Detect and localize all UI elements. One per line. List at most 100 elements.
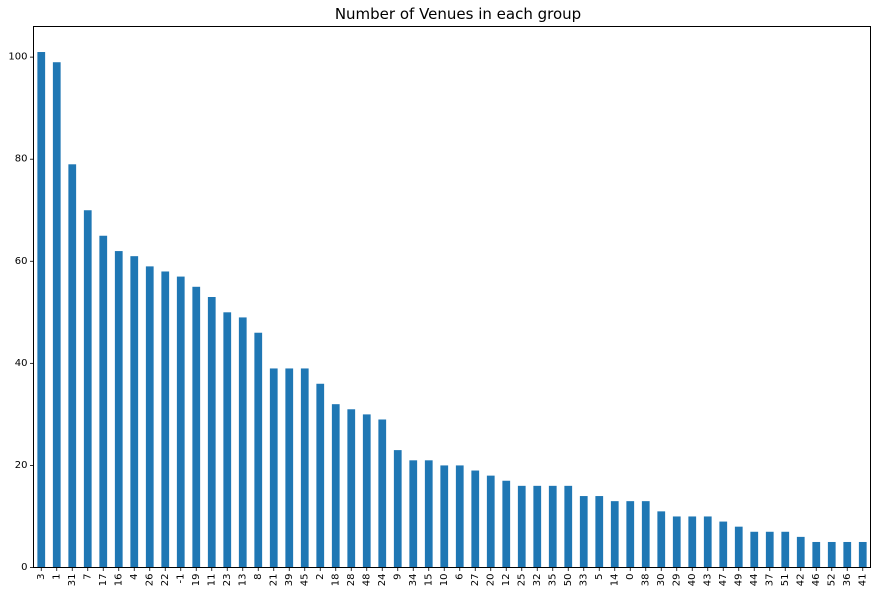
x-tick-label: 14	[609, 574, 620, 587]
bar-7	[83, 210, 92, 568]
x-tick-label: 52	[826, 574, 837, 587]
x-tick-label: 29	[671, 574, 682, 587]
x-tick-label: 13	[237, 574, 248, 587]
y-tick-label: 60	[15, 256, 28, 267]
x-tick-label: 32	[532, 574, 543, 587]
bar-37	[765, 531, 774, 568]
x-tick-label: 4	[129, 574, 140, 580]
bar-12	[502, 480, 511, 568]
x-tick-label: 10	[439, 574, 450, 587]
bar-2	[316, 383, 325, 568]
x-tick-label: 15	[423, 574, 434, 587]
y-tick-label: 80	[15, 154, 28, 165]
x-tick-label: 8	[253, 574, 264, 580]
bar-4	[130, 256, 139, 568]
x-tick-label: 45	[299, 574, 310, 587]
bar-29	[672, 516, 681, 568]
chart-title: Number of Venues in each group	[335, 5, 581, 23]
x-tick-label: 3	[36, 574, 47, 580]
bar-39	[285, 368, 294, 568]
x-tick-label: 37	[764, 574, 775, 587]
bar-8	[254, 332, 263, 568]
bar-27	[471, 470, 480, 568]
bar-21	[269, 368, 278, 568]
bar-28	[347, 409, 356, 568]
bar-5	[595, 496, 604, 568]
bar-3	[37, 52, 46, 568]
x-tick-label: 18	[330, 574, 341, 587]
bar-43	[703, 516, 712, 568]
bar-24	[378, 419, 387, 568]
bar-23	[223, 312, 232, 568]
x-tick-label: 43	[702, 574, 713, 587]
x-tick-label: 50	[563, 574, 574, 587]
x-tick-label: 48	[361, 574, 372, 587]
x-tick-label: 12	[501, 574, 512, 587]
x-tick-label: 9	[392, 574, 403, 580]
bar-47	[719, 521, 728, 568]
bar-10	[440, 465, 449, 568]
x-tick-label: 49	[733, 574, 744, 587]
x-tick-label: 6	[454, 574, 465, 580]
x-tick-label: 19	[191, 574, 202, 587]
x-tick-label: -1	[175, 574, 186, 584]
bar-20	[486, 475, 495, 568]
bar-48	[362, 414, 371, 568]
bar-51	[781, 531, 790, 568]
x-tick-label: 38	[640, 574, 651, 587]
bar-19	[192, 286, 201, 568]
bar-38	[641, 501, 650, 568]
bar-45	[300, 368, 309, 568]
x-tick-label: 1	[51, 574, 62, 580]
x-tick-label: 5	[594, 574, 605, 580]
bar-22	[161, 271, 170, 568]
x-tick-label: 2	[315, 574, 326, 580]
bar-17	[99, 235, 108, 568]
bar--1	[176, 276, 185, 568]
x-tick-label: 35	[547, 574, 558, 587]
y-tick-label: 0	[21, 562, 27, 573]
x-tick-label: 31	[67, 574, 78, 587]
x-tick-label: 11	[206, 574, 217, 587]
bar-33	[579, 496, 588, 568]
bar-14	[610, 501, 619, 568]
x-tick-label: 34	[408, 574, 419, 587]
bar-30	[657, 511, 666, 568]
bar-49	[734, 526, 743, 568]
x-tick-label: 22	[160, 574, 171, 587]
bar-1	[52, 62, 61, 568]
x-tick-label: 40	[687, 574, 698, 587]
x-tick-label: 36	[842, 574, 853, 587]
bar-41	[858, 541, 867, 568]
bar-50	[564, 485, 573, 568]
x-tick-label: 17	[98, 574, 109, 587]
x-tick-label: 26	[144, 574, 155, 587]
x-tick-label: 23	[222, 574, 233, 587]
x-tick-label: 42	[795, 574, 806, 587]
x-tick-label: 47	[718, 574, 729, 587]
bar-9	[393, 450, 402, 568]
bar-32	[533, 485, 542, 568]
x-tick-label: 24	[377, 574, 388, 587]
bar-46	[812, 541, 821, 568]
bar-44	[750, 531, 759, 568]
y-tick-label: 40	[15, 358, 28, 369]
bar-15	[424, 460, 433, 568]
bar-34	[409, 460, 418, 568]
bar-35	[548, 485, 557, 568]
x-tick-label: 41	[857, 574, 868, 587]
x-tick-label: 27	[470, 574, 481, 587]
bar-31	[68, 164, 77, 568]
bar-42	[796, 536, 805, 568]
bar-26	[145, 266, 154, 568]
y-axis: 0 20 40 60 80 100	[8, 52, 34, 573]
x-tick-label: 0	[625, 574, 636, 580]
bar-0	[626, 501, 635, 568]
bar-25	[517, 485, 526, 568]
y-tick-label: 100	[8, 52, 27, 63]
bar-16	[114, 251, 123, 568]
x-tick-label: 21	[268, 574, 279, 587]
x-tick-label: 44	[749, 574, 760, 587]
